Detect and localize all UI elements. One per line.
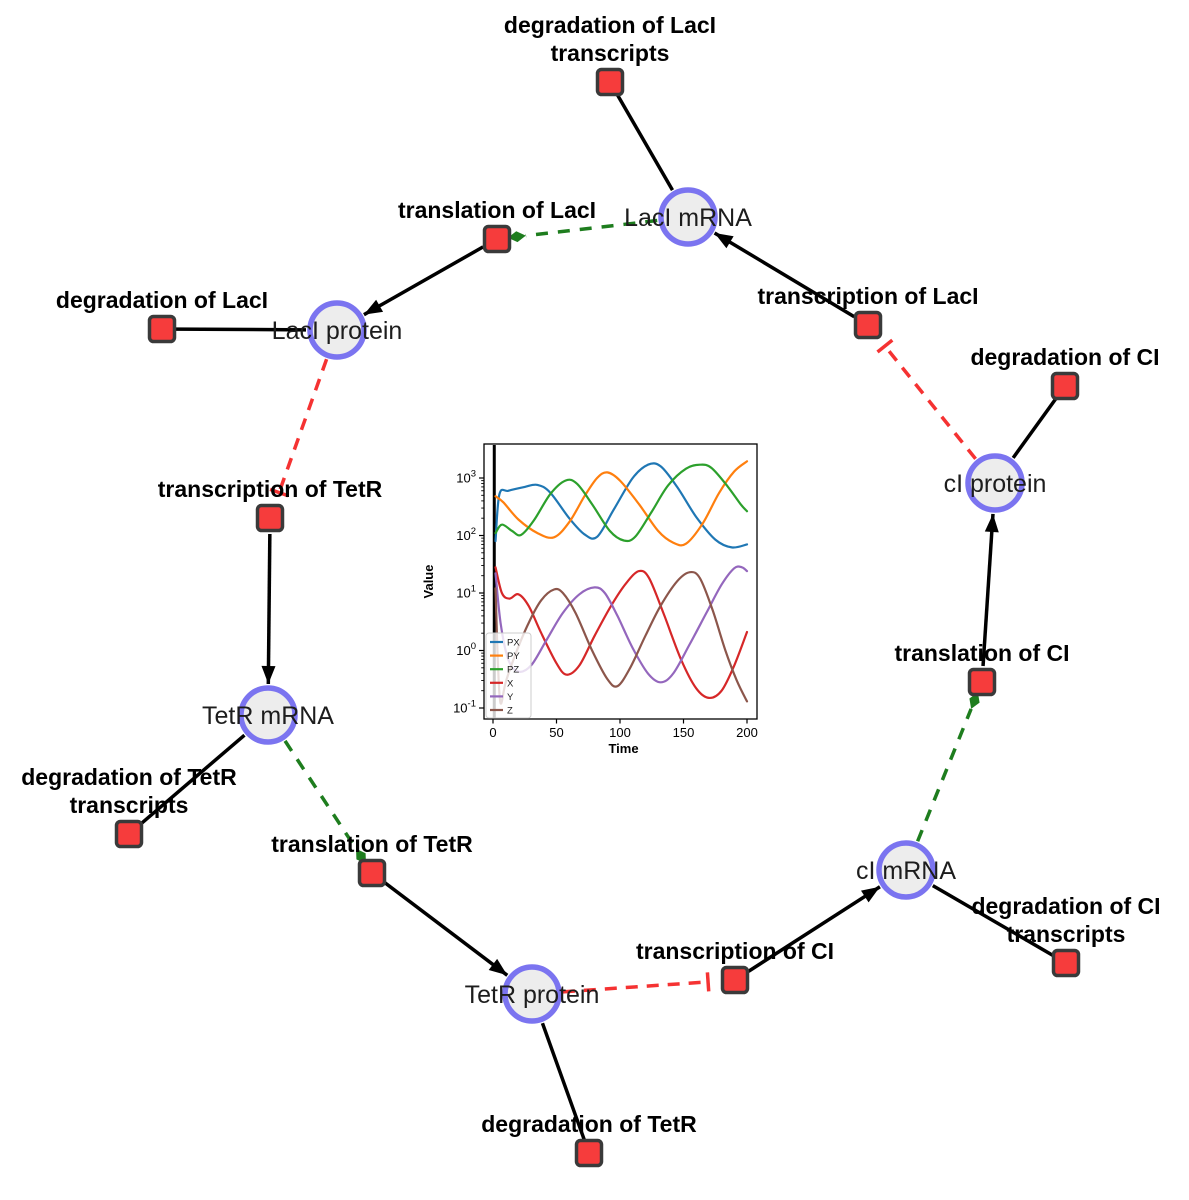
chart-x-tick-label: 0 bbox=[489, 725, 496, 740]
reaction-node-deg-laci-transcripts bbox=[595, 67, 625, 97]
reaction-label-translation-ci: translation of CI bbox=[894, 640, 1069, 666]
legend-label-py: PY bbox=[507, 651, 520, 662]
reaction-label-deg-tetr-transcripts-line2: transcripts bbox=[70, 792, 189, 818]
reaction-label-deg-ci-transcripts-line1: degradation of CI bbox=[971, 893, 1160, 919]
edge-production-translation-laci-to-laci-protein bbox=[363, 245, 484, 317]
reaction-label-deg-laci: degradation of LacI bbox=[56, 287, 268, 313]
species-label-laci-protein: LacI protein bbox=[272, 317, 403, 345]
reaction-node-deg-ci bbox=[1050, 371, 1080, 401]
chart-y-tick-label: 10-1 bbox=[453, 699, 476, 716]
edge-inhibition-tetr-protein-to-transcription-ci bbox=[562, 972, 711, 994]
reaction-node-transcription-tetr bbox=[255, 503, 285, 533]
reaction-label-transcription-laci: transcription of LacI bbox=[757, 283, 978, 309]
species-label-ci-mrna: cI mRNA bbox=[856, 857, 956, 885]
chart-y-tick-label: 103 bbox=[456, 469, 476, 486]
legend-label-pz: PZ bbox=[507, 665, 519, 676]
reaction-label-translation-laci: translation of LacI bbox=[398, 197, 596, 223]
inset-chart: 0 50 100 150 200 Time 10-1 100 101 102 103 Value PX P… bbox=[421, 443, 758, 756]
species-node-laci-protein bbox=[307, 300, 367, 360]
reaction-label-transcription-tetr: transcription of TetR bbox=[158, 476, 383, 502]
reaction-node-deg-ci-transcripts bbox=[1051, 948, 1081, 978]
reaction-node-transcription-ci bbox=[720, 965, 750, 995]
edge-consumption-laci-protein-to-deg-laci bbox=[175, 327, 307, 332]
reaction-label-translation-tetr: translation of TetR bbox=[271, 831, 473, 857]
chart-x-tick-label: 150 bbox=[673, 725, 695, 740]
series-line-pz bbox=[494, 463, 749, 543]
chart-y-tick-label: 100 bbox=[456, 641, 476, 658]
reaction-node-translation-tetr bbox=[357, 858, 387, 888]
reaction-label-deg-ci: degradation of CI bbox=[970, 344, 1159, 370]
reaction-node-deg-laci bbox=[147, 314, 177, 344]
reaction-node-deg-tetr bbox=[574, 1138, 604, 1168]
edge-production-transcription-laci-to-laci-mrna bbox=[713, 231, 856, 319]
reaction-node-deg-tetr-transcripts bbox=[114, 819, 144, 849]
edge-consumption-ci-mrna-to-deg-ci-transcripts bbox=[931, 884, 1055, 958]
edges-layer bbox=[138, 93, 1059, 1141]
species-label-tetr-protein: TetR protein bbox=[465, 981, 600, 1009]
reaction-label-deg-ci-transcripts-line2: transcripts bbox=[1007, 921, 1126, 947]
species-label-tetr-mrna: TetR mRNA bbox=[202, 702, 334, 730]
edge-production-translation-tetr-to-tetr-protein bbox=[383, 881, 509, 977]
labels-layer: LacI mRNA LacI protein TetR mRNA TetR prote… bbox=[21, 12, 1160, 1137]
chart-x-axis-label: Time bbox=[608, 741, 638, 756]
edge-production-transcription-tetr-to-tetr-mrna bbox=[261, 533, 276, 685]
species-node-tetr-protein bbox=[502, 964, 562, 1024]
legend-label-px: PX bbox=[507, 638, 520, 649]
reaction-label-deg-laci-transcripts-line1: degradation of LacI bbox=[504, 12, 716, 38]
edge-inhibition-ci-protein-to-transcription-laci bbox=[876, 338, 977, 460]
reaction-node-transcription-laci bbox=[853, 310, 883, 340]
reaction-label-deg-tetr-transcripts-line1: degradation of TetR bbox=[21, 764, 237, 790]
chart-y-axis-label: Value bbox=[421, 565, 436, 599]
chart-y-tick-label: 102 bbox=[456, 526, 476, 543]
legend-label-y: Y bbox=[507, 692, 514, 703]
species-label-ci-protein: cI protein bbox=[944, 470, 1047, 498]
legend-label-z: Z bbox=[507, 706, 513, 717]
edge-production-translation-ci-to-ci-protein bbox=[981, 513, 999, 667]
reaction-label-transcription-ci: transcription of CI bbox=[636, 938, 834, 964]
species-node-tetr-mrna bbox=[238, 685, 298, 745]
species-node-ci-protein bbox=[965, 453, 1025, 513]
species-node-ci-mrna bbox=[876, 840, 936, 900]
reaction-label-deg-laci-transcripts-line2: transcripts bbox=[551, 40, 670, 66]
edge-consumption-ci-protein-to-deg-ci bbox=[1011, 396, 1059, 459]
edge-modifier-laci-mrna-to-translation-laci bbox=[507, 218, 658, 243]
species-node-laci-mrna bbox=[658, 187, 718, 247]
edge-production-transcription-ci-to-ci-mrna bbox=[747, 885, 881, 973]
edge-modifier-ci-mrna-to-translation-ci bbox=[915, 692, 980, 842]
species-label-laci-mrna: LacI mRNA bbox=[624, 204, 752, 232]
chart-x-tick-label: 100 bbox=[609, 725, 631, 740]
reaction-node-translation-ci bbox=[967, 667, 997, 697]
series-line-py bbox=[494, 460, 749, 547]
reaction-label-deg-tetr: degradation of TetR bbox=[481, 1111, 697, 1137]
nodes-layer bbox=[114, 67, 1081, 1168]
series-line-x bbox=[494, 566, 749, 700]
chart-y-tick-label: 101 bbox=[456, 584, 476, 601]
reaction-node-translation-laci bbox=[482, 224, 512, 254]
edge-consumption-tetr-protein-to-deg-tetr bbox=[540, 1022, 586, 1141]
legend-label-x: X bbox=[507, 678, 514, 689]
edge-consumption-tetr-mrna-to-deg-tetr-transcripts bbox=[138, 733, 246, 827]
edge-inhibition-laci-protein-to-transcription-tetr bbox=[269, 358, 329, 498]
edge-consumption-laci-mrna-to-deg-laci-transcripts bbox=[615, 93, 675, 192]
chart-x-tick-label: 50 bbox=[549, 725, 563, 740]
chart-x-tick-label: 200 bbox=[736, 725, 758, 740]
